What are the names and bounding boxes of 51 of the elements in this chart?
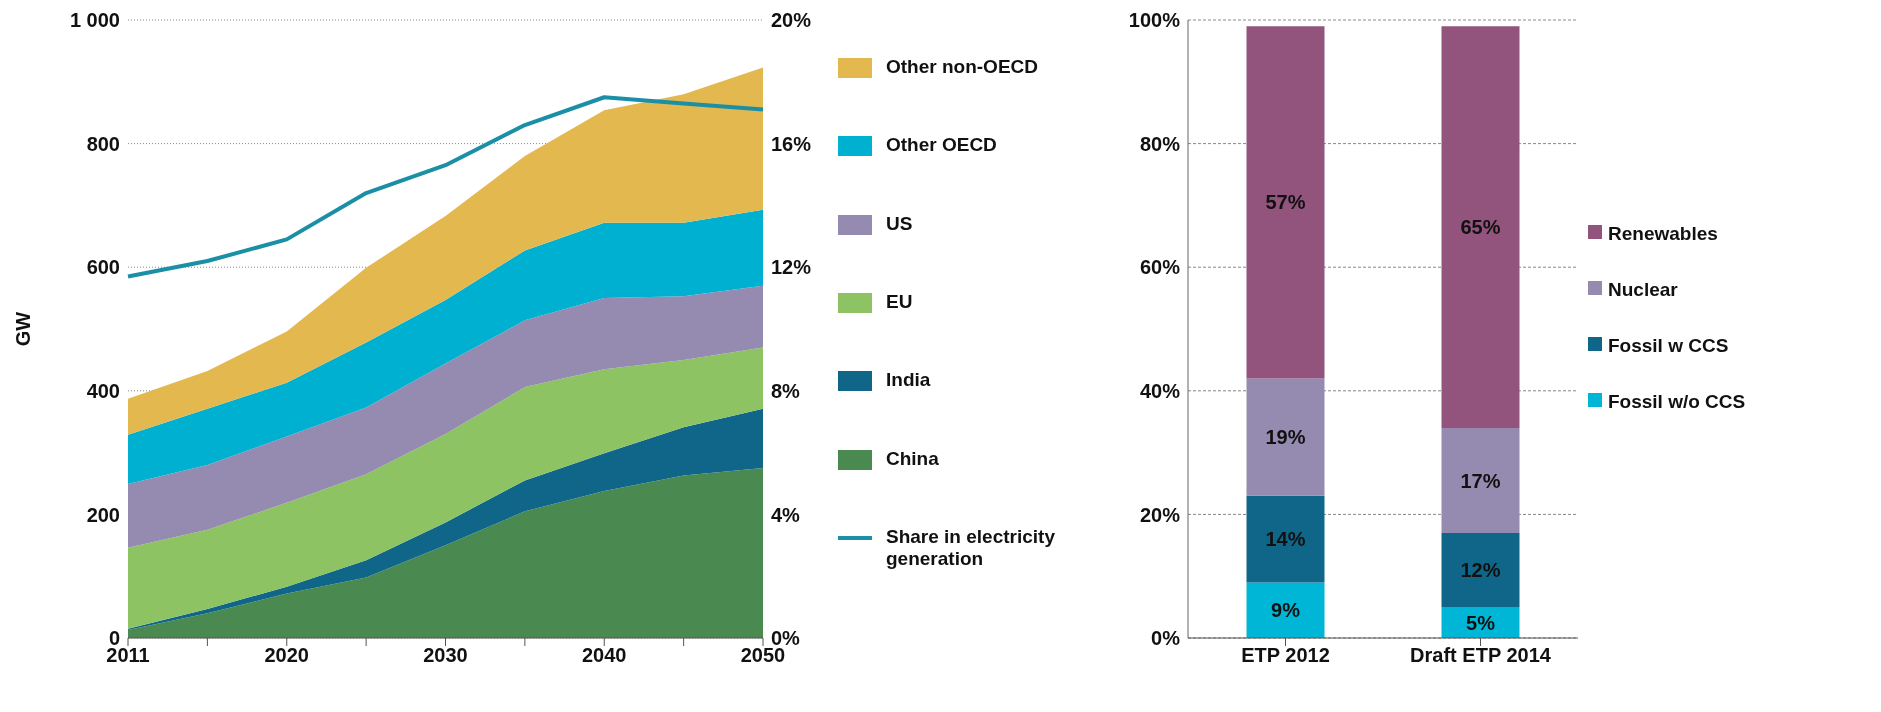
bar	[1441, 26, 1520, 428]
y-tick-label: 40%	[1139, 379, 1181, 402]
y-tick-label: 80%	[1139, 132, 1181, 155]
bar	[1441, 427, 1520, 533]
bar	[1246, 378, 1325, 496]
x-tick-label: 2050	[740, 644, 786, 667]
legend-label: Fossil w/o CCS	[1608, 391, 1746, 413]
x-tick-label: 2040	[582, 644, 627, 667]
x-tick-label: Draft ETP 2014	[1410, 644, 1552, 667]
bar	[1246, 582, 1325, 638]
y2-tick-label: 16%	[771, 132, 812, 155]
bar	[1441, 532, 1520, 608]
bar	[1246, 495, 1325, 583]
legend-label: India	[886, 369, 931, 392]
data-label: 17%	[1460, 469, 1501, 492]
legend-label: Fossil w CCS	[1608, 335, 1729, 357]
legend-label: Nuclear	[1608, 279, 1678, 301]
x-tick-label: 2020	[264, 644, 309, 667]
y2-tick-label: 4%	[771, 503, 801, 526]
y-tick-label: 20%	[1139, 503, 1181, 526]
legend-label: Other non-OECD	[886, 56, 1038, 79]
x-tick-label: 2030	[423, 644, 468, 667]
legend-label: China	[886, 447, 939, 470]
legend-label: Share in electricity generation	[886, 525, 1056, 570]
y2-tick-label: 8%	[771, 379, 801, 402]
y-tick-label: 800	[86, 132, 120, 155]
data-label: 5%	[1466, 611, 1496, 634]
y-tick-label: 400	[86, 379, 120, 402]
y-axis-title: GW	[12, 311, 35, 347]
legend-label: US	[886, 212, 913, 235]
y-tick-label: 200	[86, 503, 120, 526]
y2-tick-label: 12%	[771, 256, 812, 279]
x-tick-label: ETP 2012	[1241, 644, 1330, 667]
data-label: 12%	[1460, 559, 1501, 582]
line-series	[126, 95, 765, 279]
legend-label: EU	[886, 290, 913, 313]
y-tick-label: 1 000	[69, 9, 120, 32]
y2-tick-label: 20%	[771, 9, 812, 32]
data-label: 65%	[1460, 216, 1501, 239]
y-tick-label: 100%	[1128, 9, 1181, 32]
x-tick-label: 2011	[106, 644, 150, 667]
data-label: 19%	[1265, 426, 1306, 449]
y-tick-label: 600	[86, 256, 120, 279]
y-tick-label: 0%	[1151, 627, 1181, 650]
legend-label: Other OECD	[886, 134, 997, 157]
data-label: 14%	[1265, 528, 1306, 551]
data-label: 9%	[1271, 599, 1301, 622]
legend-label: Renewables	[1608, 223, 1718, 245]
y-tick-label: 60%	[1139, 256, 1181, 279]
data-label: 57%	[1265, 191, 1306, 214]
bar	[1246, 26, 1325, 379]
